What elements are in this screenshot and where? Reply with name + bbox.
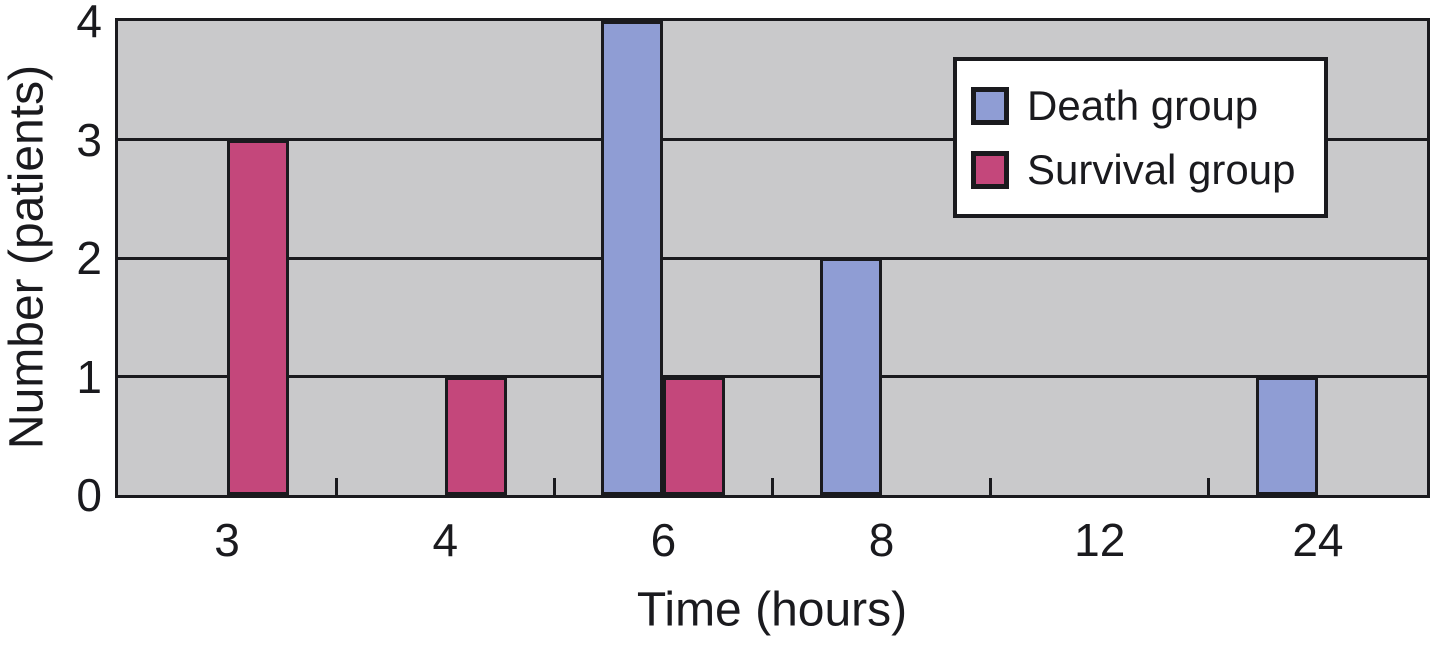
legend: Death group Survival group [953, 57, 1328, 218]
x-axis-tick [1207, 478, 1211, 495]
x-axis-tick [989, 478, 993, 495]
gridline-y1 [118, 375, 1427, 378]
death-group-swatch [971, 86, 1009, 125]
survival-group-swatch [971, 150, 1009, 189]
legend-item-survival-group: Survival group [971, 145, 1324, 193]
y-tick-label-0: 0 [76, 469, 102, 521]
survival-group-bar-3h [227, 139, 290, 495]
legend-label-death-group: Death group [1027, 81, 1259, 129]
legend-label-survival-group: Survival group [1027, 145, 1296, 193]
death-group-bar-6h [601, 21, 664, 495]
x-tick-label-6: 6 [650, 514, 677, 566]
x-axis-title: Time (hours) [636, 583, 908, 637]
x-tick-label-4: 4 [432, 514, 459, 566]
x-axis-tick [771, 478, 774, 495]
death-group-bar-24h [1255, 376, 1318, 495]
gridline-y3 [118, 138, 1427, 141]
y-tick-label-2: 2 [76, 232, 102, 284]
survival-group-bar-4h [445, 376, 508, 495]
x-tick-label-12: 12 [1074, 514, 1126, 566]
x-tick-label-3: 3 [214, 514, 240, 566]
y-tick-label-3: 3 [76, 113, 102, 166]
y-tick-label-4: 4 [76, 0, 102, 47]
death-group-bar-8h [819, 258, 882, 495]
y-tick-label-1: 1 [76, 350, 102, 403]
x-tick-label-8: 8 [868, 514, 895, 566]
x-axis-tick [334, 478, 338, 495]
x-tick-label-24: 24 [1292, 514, 1344, 566]
plot-area: Death group Survival group [115, 18, 1430, 498]
x-axis-tick [552, 478, 556, 495]
survival-group-bar-6h [663, 376, 726, 495]
gridline-y2 [118, 256, 1427, 260]
legend-item-death-group: Death group [971, 81, 1324, 129]
